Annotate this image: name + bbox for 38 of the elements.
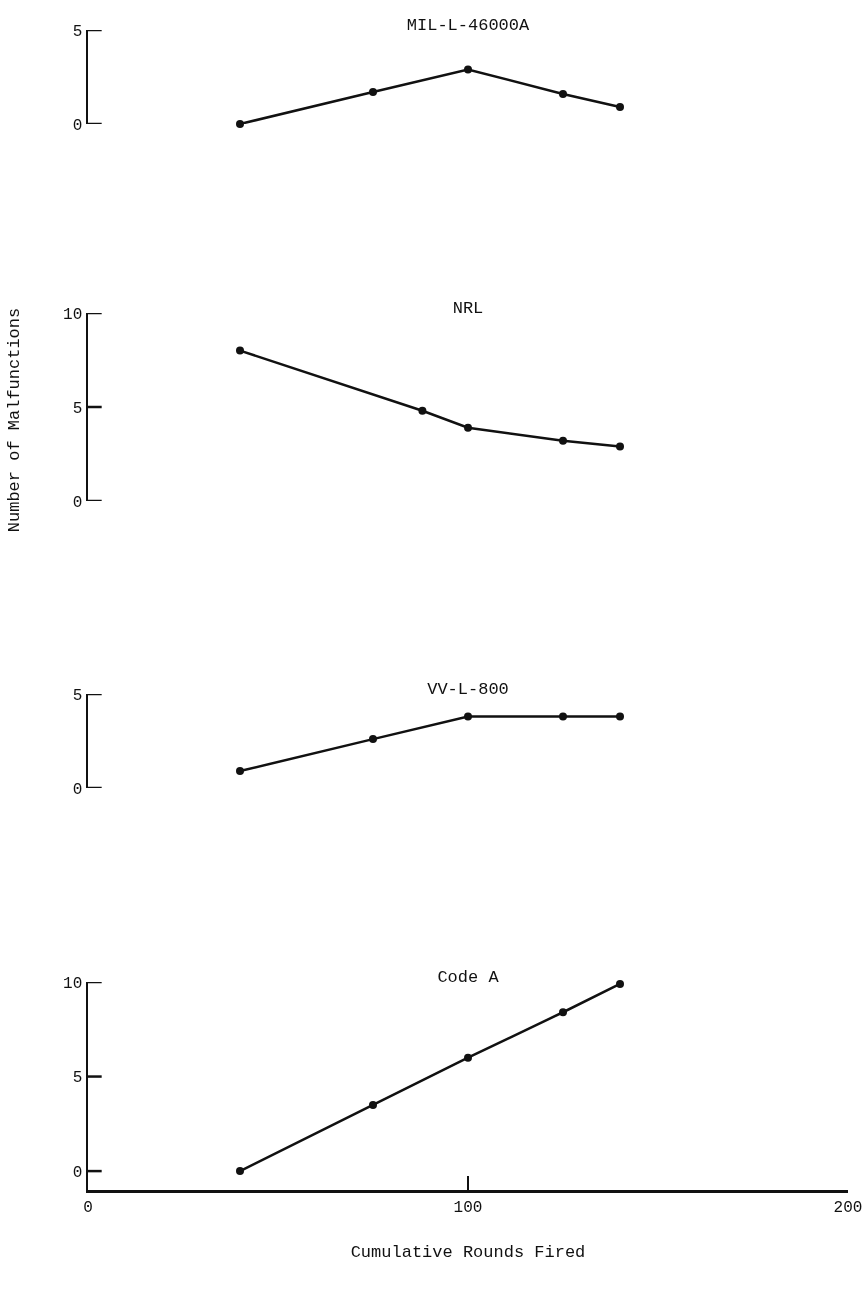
point [559,1008,567,1017]
chart-title: Code A [437,968,500,987]
point [559,89,567,98]
point [236,1167,244,1176]
chart-title: VV-L-800 [427,680,509,699]
point [236,346,244,355]
x-axis-title: Cumulative Rounds Fired [350,1243,586,1263]
point [464,1053,472,1062]
x-tick-label: 200 [833,1198,863,1217]
point [369,88,377,97]
point [236,120,244,128]
point [616,103,624,112]
point [559,436,567,445]
y-tick-label: 5 [72,686,83,705]
point [369,735,377,744]
point [369,1100,377,1109]
y-axis-title: Number of Malfunctions [4,307,24,533]
x-tick-label: 100 [453,1198,483,1217]
point [616,442,624,451]
y-tick-label: 5 [72,22,83,41]
y-tick-label: 5 [72,399,83,418]
point [464,712,472,721]
point [464,65,472,74]
point [616,979,624,988]
point [236,767,244,776]
y-tick-label: 10 [63,974,83,993]
y-tick-label: 0 [72,1163,83,1182]
chart-title: MIL-L-46000A [406,16,531,35]
y-tick-label: 0 [72,493,83,512]
y-tick-label: 5 [72,1069,83,1088]
chart-title: NRL [452,299,484,318]
point [559,712,567,721]
y-tick-label: 10 [63,305,83,324]
point [616,712,624,721]
point [418,406,427,415]
y-tick-label: 0 [72,116,83,135]
y-tick-label: 0 [72,780,83,799]
point [464,423,472,432]
